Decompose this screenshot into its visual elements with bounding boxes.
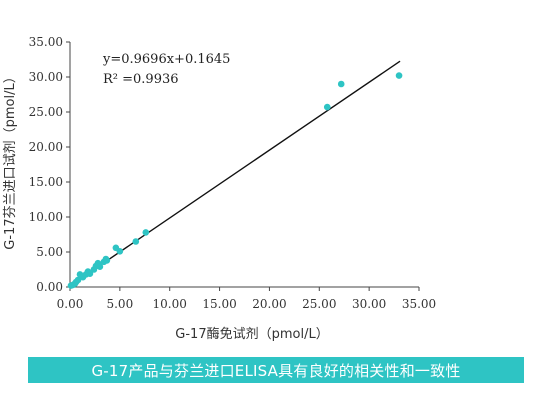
x-tick-label: 15.00 [202, 297, 236, 311]
scatter-chart: 0.00 5.00 10.00 15.00 20.00 25.00 30.00 35.00 0.… [3, 35, 437, 342]
x-tick-label: 30.00 [352, 297, 386, 311]
r-squared-label: R² =0.9936 [103, 72, 179, 87]
y-axis-title: G-17芬兰进口试剂（pmol/L） [3, 70, 18, 249]
y-tick-label: 35.00 [29, 35, 63, 49]
y-tick-label: 20.00 [29, 140, 63, 154]
x-tick-label: 25.00 [302, 297, 336, 311]
x-tick-label: 5.00 [106, 297, 133, 311]
data-point [116, 248, 124, 255]
x-tick-label: 20.00 [252, 297, 286, 311]
x-axis-title: G-17酶免试剂（pmol/L） [175, 326, 328, 342]
regression-line [70, 60, 401, 286]
y-tick-label: 15.00 [29, 175, 63, 189]
data-point [337, 80, 345, 88]
y-tick-label: 25.00 [29, 105, 63, 119]
data-point [395, 72, 403, 79]
x-tick-label: 35.00 [402, 297, 436, 311]
data-points [67, 72, 403, 289]
data-point [103, 257, 111, 264]
data-point [323, 103, 331, 111]
data-point [132, 238, 140, 245]
data-point [96, 263, 104, 271]
y-tick-label: 5.00 [36, 245, 63, 259]
y-tick-label: 10.00 [29, 210, 63, 224]
equation-label: y=0.9696x+0.1645 [102, 52, 230, 67]
chart-axes [69, 42, 419, 288]
caption-banner: G-17产品与芬兰进口ELISA具有良好的相关性和一致性 [28, 357, 524, 383]
data-point [142, 229, 150, 236]
data-point [86, 270, 94, 278]
x-tick-label: 0.00 [57, 297, 84, 311]
chart-ticks: 0.00 5.00 10.00 15.00 20.00 25.00 30.00 35.00 0.… [29, 35, 437, 311]
data-point [74, 276, 82, 284]
y-tick-label: 30.00 [29, 70, 63, 84]
x-tick-label: 10.00 [153, 297, 187, 311]
y-tick-label: 0.00 [36, 280, 63, 294]
